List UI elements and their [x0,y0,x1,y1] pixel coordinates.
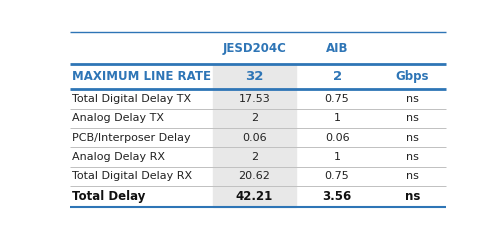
Text: Total Digital Delay TX: Total Digital Delay TX [72,94,192,104]
Text: AIB: AIB [326,42,348,54]
Text: ns: ns [406,152,418,162]
Text: 17.53: 17.53 [238,94,270,104]
Text: MAXIMUM LINE RATE: MAXIMUM LINE RATE [72,70,211,83]
Text: 42.21: 42.21 [236,190,273,203]
Text: 0.06: 0.06 [325,133,349,143]
Text: Gbps: Gbps [396,70,429,83]
Text: 20.62: 20.62 [238,171,270,181]
Text: 0.06: 0.06 [242,133,266,143]
Text: 2: 2 [332,70,342,83]
Text: 2: 2 [251,152,258,162]
Text: ns: ns [406,113,418,123]
Text: JESD204C: JESD204C [222,42,286,54]
Text: ns: ns [406,171,418,181]
Text: PCB/Interposer Delay: PCB/Interposer Delay [72,133,191,143]
Text: ns: ns [406,94,418,104]
Text: Total Digital Delay RX: Total Digital Delay RX [72,171,192,181]
Text: 32: 32 [245,70,264,83]
Bar [213,64,296,207]
Text: Analog Delay TX: Analog Delay TX [72,113,164,123]
Text: ns: ns [404,190,420,203]
Text: ns: ns [406,133,418,143]
Text: 2: 2 [251,113,258,123]
Text: 0.75: 0.75 [324,171,349,181]
Text: 0.75: 0.75 [324,94,349,104]
Text: 3.56: 3.56 [322,190,352,203]
Text: Total Delay: Total Delay [72,190,146,203]
Text: Analog Delay RX: Analog Delay RX [72,152,165,162]
Text: 1: 1 [334,152,340,162]
Text: 1: 1 [334,113,340,123]
